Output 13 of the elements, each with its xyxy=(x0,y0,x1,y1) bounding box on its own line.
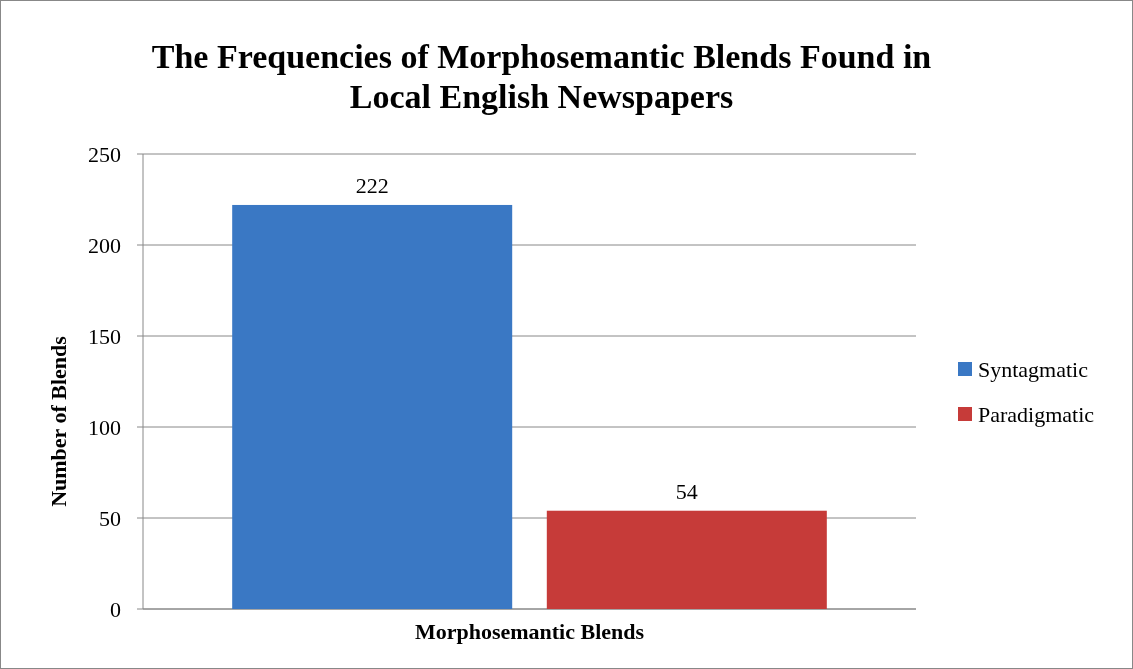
x-axis-title: Morphosemantic Blends xyxy=(414,619,645,644)
y-tick-label: 250 xyxy=(88,141,121,167)
y-tick-label: 150 xyxy=(88,323,121,349)
legend-label: Syntagmatic xyxy=(978,356,1089,382)
data-label: 54 xyxy=(675,478,698,504)
y-tick-label: 100 xyxy=(88,414,121,440)
y-axis-title: Number of Blends xyxy=(46,335,71,507)
data-label: 222 xyxy=(355,172,389,198)
y-tick-label: 50 xyxy=(99,505,121,531)
y-tick-label: 200 xyxy=(88,232,121,258)
chart-title: The Frequencies of Morphosemantic Blends Found in Local English Newspapers xyxy=(151,38,932,115)
legend-label: Paradigmatic xyxy=(978,401,1095,427)
y-tick-label: 0 xyxy=(110,596,121,622)
